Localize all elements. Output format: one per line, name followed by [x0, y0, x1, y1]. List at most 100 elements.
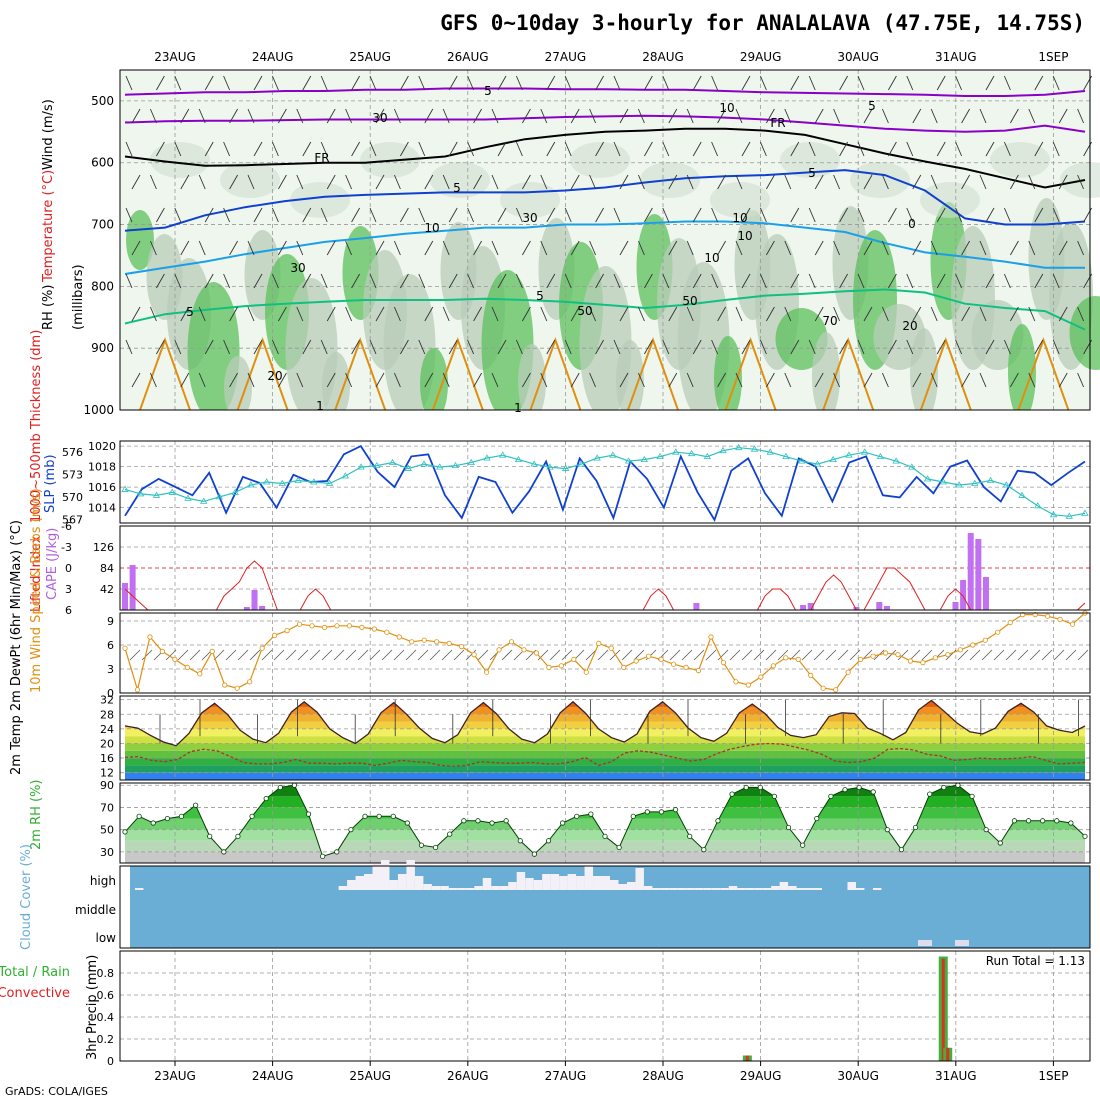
- wind-barb: [442, 108, 450, 124]
- high-cloud-bar: [694, 888, 704, 890]
- rh-point: [221, 849, 227, 855]
- wind-barb: [497, 273, 507, 289]
- surface-wind-barb: [249, 649, 261, 661]
- wind-barb: [808, 141, 816, 157]
- surface-wind-barb: [369, 649, 381, 661]
- high-cloud-bar: [448, 888, 458, 890]
- low-cloud-bar: [955, 940, 969, 946]
- wind-barb: [1034, 273, 1044, 289]
- contour-label-18: 20: [267, 369, 282, 383]
- wind-speed-point: [658, 656, 664, 663]
- rh-point: [178, 813, 185, 819]
- contour-label-0: 5: [484, 84, 492, 98]
- wind-barb: [686, 108, 694, 124]
- pressure-tick-800: 800: [91, 279, 114, 293]
- wind-barb: [717, 108, 726, 124]
- contour-label-16: 5: [536, 289, 544, 303]
- wind-barb: [814, 108, 824, 124]
- wind-barb: [1077, 108, 1085, 124]
- wind-barb: [351, 207, 360, 223]
- wind-barb: [936, 339, 946, 355]
- rh-contour-fill-upper: [150, 142, 210, 178]
- temp-tick-12: 12: [100, 767, 114, 780]
- cape-bar: [251, 590, 258, 610]
- wind-barb: [198, 174, 206, 190]
- bottom-date-label-6: 29AUG: [740, 1069, 782, 1083]
- wind-barb: [814, 306, 824, 322]
- series-line-0: [124, 444, 1086, 523]
- wind-ylabel: 10m Wind Speed & Barbs (m/s): [29, 488, 44, 693]
- wind-barb: [985, 339, 995, 355]
- surface-wind-barb: [813, 649, 825, 661]
- wind-barb: [345, 174, 353, 190]
- wind-speed-point: [321, 624, 328, 631]
- wind-speed-point: [483, 669, 490, 675]
- isotherm-4: [124, 220, 1085, 275]
- high-cloud-bar: [626, 882, 636, 890]
- wind-barb: [156, 141, 165, 157]
- temp-band-2: [125, 758, 1085, 766]
- rh-ylabel-text: 2m RH (%): [29, 779, 44, 850]
- wind-barb: [936, 273, 946, 289]
- wind-barb: [418, 339, 426, 355]
- wind-speed-point: [1069, 621, 1076, 627]
- surface-wind-barb: [345, 649, 357, 661]
- wind-barb: [985, 273, 995, 289]
- rh-point: [390, 813, 396, 819]
- rh-point: [1068, 820, 1074, 826]
- top-date-label-6: 29AUG: [740, 50, 782, 64]
- thickness-point: [672, 448, 680, 455]
- wind-speed-point: [459, 643, 465, 650]
- wind-barb: [637, 240, 645, 256]
- wind-barb: [424, 108, 434, 124]
- wind-speed-point: [646, 653, 652, 659]
- wind-barb: [735, 240, 743, 256]
- wind-barb: [515, 339, 523, 355]
- thickness-point: [876, 452, 885, 460]
- wind-barb: [955, 207, 963, 223]
- contour-label-22: 1: [514, 401, 522, 415]
- rh-point: [560, 820, 566, 826]
- wind-barb: [515, 273, 523, 289]
- wind-barb: [296, 240, 304, 256]
- surface-wind-barb: [213, 649, 225, 661]
- precip-tick-0.2: 0.2: [97, 1033, 115, 1046]
- high-cloud-bar: [364, 874, 373, 890]
- upper-air-ylabel-part-0: RH (%): [41, 285, 56, 330]
- wind-barb: [936, 141, 946, 157]
- thickness-point: [357, 463, 365, 470]
- surface-wind-barb: [765, 649, 777, 661]
- wind-barb: [326, 240, 336, 256]
- isotherm-20-spike: [139, 337, 191, 411]
- wind-barb: [253, 273, 263, 289]
- thickness-point: [561, 464, 570, 471]
- high-cloud-bar: [610, 880, 619, 890]
- cape-bar: [853, 607, 860, 610]
- wind-speed-point: [770, 663, 776, 669]
- wind-barb: [156, 339, 165, 355]
- rh-point: [503, 818, 509, 824]
- wind-barb: [174, 339, 182, 355]
- wind-barb: [540, 174, 548, 190]
- cape-bar: [975, 539, 982, 610]
- wind-barb: [467, 207, 475, 223]
- high-cloud-bar: [576, 876, 585, 890]
- thickness-tick-576: 576: [62, 446, 83, 459]
- thickness-point: [939, 478, 948, 485]
- wind-barb: [1034, 75, 1044, 91]
- surface-wind-barb: [465, 649, 477, 661]
- rh-contour-fill-upper: [850, 162, 910, 198]
- thickness-point: [735, 443, 743, 451]
- precip-ylabel: 3hr Precip (mm): [85, 955, 100, 1060]
- wind-barb: [595, 207, 604, 223]
- wind-barb: [808, 75, 816, 91]
- wind-speed-point: [284, 627, 290, 634]
- wind-barb: [546, 273, 556, 289]
- rh-point: [376, 813, 382, 819]
- wind-barb: [247, 240, 255, 256]
- wind-barb: [570, 108, 580, 124]
- wind-speed-point: [259, 645, 265, 651]
- run-total-label: Run Total = 1.13: [986, 954, 1085, 968]
- temp-band-3: [125, 750, 1085, 759]
- wind-barb: [589, 372, 597, 388]
